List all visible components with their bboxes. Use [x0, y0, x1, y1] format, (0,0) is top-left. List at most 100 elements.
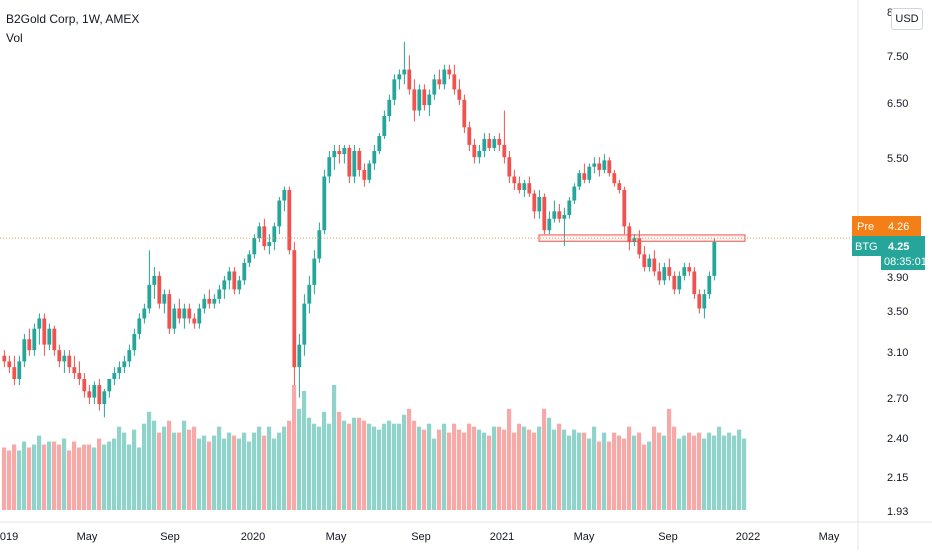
volume-bar — [702, 438, 707, 510]
volume-bar — [192, 426, 197, 510]
candle-body — [577, 173, 582, 187]
candle-body — [602, 160, 607, 170]
candle-body — [7, 361, 12, 368]
candle-body — [512, 176, 517, 184]
symbol-tag-label: BTG — [855, 241, 878, 253]
volume-bar — [277, 432, 282, 510]
candle-body — [27, 339, 32, 351]
volume-bar — [157, 432, 162, 510]
x-tick-label: May — [77, 531, 98, 543]
candle-body — [477, 150, 482, 158]
volume-bar — [637, 432, 642, 510]
volume-bar — [242, 432, 247, 510]
candle-body — [77, 373, 82, 380]
candle-body — [332, 150, 337, 158]
candle-body — [597, 163, 602, 170]
candle-body — [287, 190, 292, 251]
volume-bar — [52, 441, 57, 510]
volume-bar — [677, 438, 682, 510]
volume-bar — [132, 429, 137, 510]
volume-bar — [452, 423, 457, 510]
volume-bar — [352, 417, 357, 510]
volume-bar — [427, 423, 432, 510]
volume-bar — [542, 408, 547, 510]
volume-bar — [437, 429, 442, 510]
candle-body — [552, 211, 557, 219]
candle-body — [522, 183, 527, 191]
volume-bar — [407, 408, 412, 510]
volume-bar — [527, 429, 532, 510]
volume-bar — [467, 423, 472, 510]
candle-body — [357, 150, 362, 170]
volume-bar — [737, 429, 742, 510]
volume-bar — [172, 432, 177, 510]
y-tick-label: 3.90 — [887, 272, 908, 284]
candle-body — [202, 298, 207, 309]
candle-body — [472, 144, 477, 158]
volume-bar — [22, 441, 27, 510]
volume-bar — [32, 444, 37, 510]
candle-body — [527, 183, 532, 194]
candle-body — [157, 275, 162, 304]
candle-body — [627, 226, 632, 243]
candle-body — [162, 294, 167, 304]
candle-body — [297, 344, 302, 368]
y-tick-label: 3.10 — [887, 347, 908, 359]
volume-bar — [397, 423, 402, 510]
volume-bar — [562, 429, 567, 510]
volume-bar — [492, 426, 497, 510]
volume-bar — [477, 429, 482, 510]
candle-body — [322, 176, 327, 231]
candle-body — [417, 89, 422, 111]
volume-bar — [647, 441, 652, 510]
volume-series — [2, 385, 747, 510]
candle-body — [422, 89, 427, 106]
candle-body — [172, 308, 177, 329]
volume-bar — [387, 420, 392, 510]
volume-bar — [97, 438, 102, 510]
candle-body — [117, 367, 122, 374]
currency-button[interactable]: USD — [891, 8, 923, 30]
volume-bar — [362, 420, 367, 510]
volume-bar — [247, 441, 252, 510]
candle-body — [642, 254, 647, 268]
volume-bar — [612, 432, 617, 510]
candle-body — [197, 308, 202, 324]
candle-body — [87, 391, 92, 398]
volume-bar — [47, 441, 52, 510]
volume-bar — [42, 444, 47, 510]
volume-bar — [212, 435, 217, 510]
premarket-price-tag: Pre 4.26 — [852, 216, 921, 236]
volume-bar — [367, 423, 372, 510]
candle-body — [377, 135, 382, 151]
candle-body — [92, 385, 97, 398]
y-tick-label: 3.50 — [887, 306, 908, 318]
volume-bar — [252, 432, 257, 510]
candle-body — [412, 89, 417, 111]
volume-bar — [662, 435, 667, 510]
candle-body — [517, 183, 522, 191]
candle-body — [2, 355, 7, 362]
volume-bar — [182, 420, 187, 510]
candle-body — [682, 267, 687, 276]
candle-body — [247, 254, 252, 263]
candle-body — [452, 74, 457, 90]
last-price-badge — [881, 236, 925, 270]
candle-body — [397, 74, 402, 80]
candle-body — [327, 157, 332, 177]
premarket-value: 4.26 — [888, 221, 909, 233]
volume-bar — [717, 426, 722, 510]
volume-bar — [287, 420, 292, 510]
candle-body — [542, 196, 547, 231]
volume-bar — [147, 411, 152, 510]
volume-bar — [37, 435, 42, 510]
volume-bar — [57, 444, 62, 510]
volume-bar — [622, 438, 627, 510]
candle-body — [97, 385, 102, 405]
volume-bar — [122, 432, 127, 510]
candle-body — [342, 147, 347, 155]
volume-bar — [667, 408, 672, 510]
x-tick-label: 2019 — [0, 531, 18, 543]
